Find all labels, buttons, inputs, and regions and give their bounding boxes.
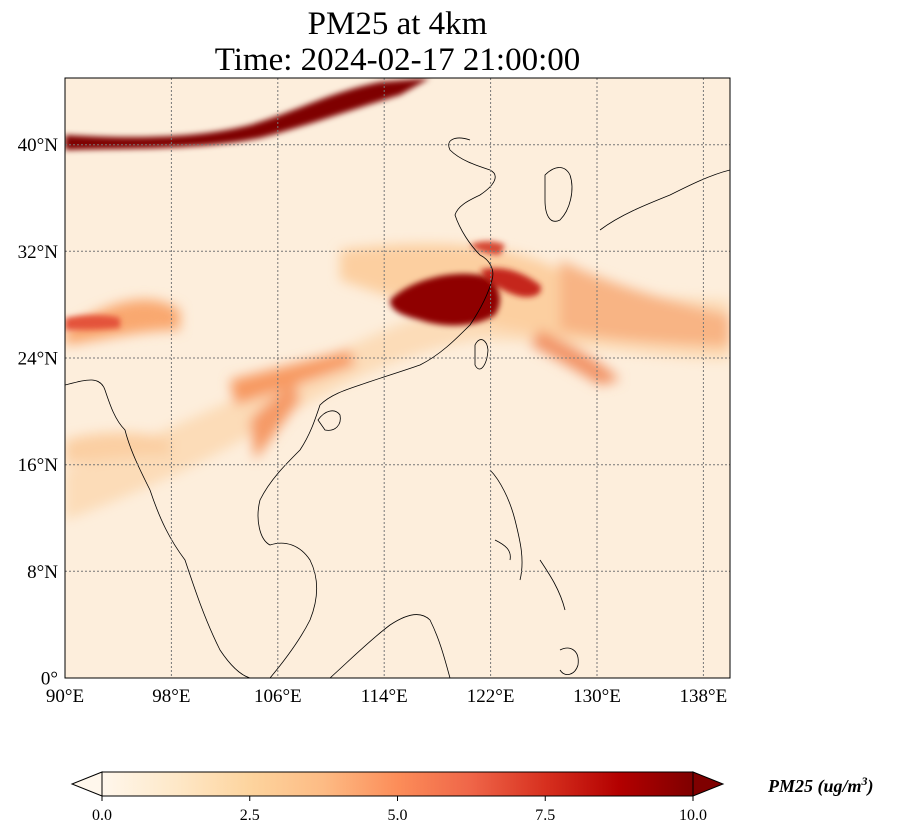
colorbar-title-exponent: 3 <box>861 774 868 788</box>
hotspot-yangtze-delta <box>390 273 500 326</box>
lat-tick-label: 0° <box>41 669 58 690</box>
map-title-time: Time: 2024-02-17 21:00:00 <box>214 42 581 78</box>
lon-tick-label: 138°E <box>680 686 728 707</box>
lon-tick-label: 106°E <box>254 686 302 707</box>
map-frame <box>64 77 731 679</box>
plume-bay-of-bengal <box>65 432 170 465</box>
plume-vietnam <box>250 385 300 460</box>
plume-ocean-east <box>560 260 730 345</box>
colorbar-title-name: PM25 (ug/m <box>768 776 862 796</box>
lat-tick-label: 8°N <box>27 562 58 583</box>
coast-hainan <box>317 410 341 431</box>
lon-tick-label: 90°E <box>46 686 84 707</box>
hotspot-shanghai <box>470 241 505 255</box>
colorbar-tick-label: 0.0 <box>92 807 112 824</box>
colorbar-tick-label: 5.0 <box>388 807 408 824</box>
colorbar-tick-label: 2.5 <box>240 807 260 824</box>
map-title-variable: PM25 at 4km <box>307 6 488 42</box>
colorbar-max-extension <box>692 771 725 797</box>
lon-tick-label: 98°E <box>152 686 190 707</box>
lon-tick-labels: 90°E 98°E 106°E 114°E 122°E 130°E 138°E <box>46 686 727 707</box>
gridlines <box>65 78 730 678</box>
lat-tick-label: 40°N <box>18 135 59 156</box>
colorbar-title: PM25 (ug/m3) <box>768 774 874 797</box>
colorbar: 0.0 2.5 5.0 7.5 10.0 <box>70 771 725 824</box>
hotspot-east-china-sea <box>480 268 541 297</box>
coast-borneo <box>329 614 451 678</box>
lon-tick-label: 114°E <box>361 686 408 707</box>
field-background <box>65 78 730 678</box>
lon-tick-label: 122°E <box>467 686 515 707</box>
plume-myanmar-core <box>65 315 120 330</box>
lon-tick-label: 130°E <box>573 686 621 707</box>
coast-china-east <box>257 137 496 678</box>
lat-tick-labels: 0° 8°N 16°N 24°N 32°N 40°N <box>18 135 59 689</box>
coast-taiwan <box>474 339 489 370</box>
colorbar-min-extension <box>70 771 103 797</box>
coastlines <box>65 137 730 678</box>
coast-philippines <box>489 469 566 611</box>
colorbar-tick-label: 7.5 <box>535 807 555 824</box>
lat-tick-label: 32°N <box>18 242 59 263</box>
plume-myanmar <box>65 299 180 345</box>
colorbar-title-close: ) <box>867 776 874 796</box>
plume-south-china <box>230 350 355 405</box>
colorbar-gradient <box>101 771 694 797</box>
lat-tick-label: 16°N <box>18 455 59 476</box>
coast-small-island <box>559 647 579 675</box>
colorbar-tick-label: 10.0 <box>679 807 707 824</box>
pm25-concentration-field <box>65 78 730 678</box>
plume-northern-belt <box>65 78 430 150</box>
lat-tick-label: 24°N <box>18 349 59 370</box>
coast-japan <box>599 169 730 231</box>
coast-korea <box>544 167 573 222</box>
coast-indochina-west <box>65 379 251 678</box>
